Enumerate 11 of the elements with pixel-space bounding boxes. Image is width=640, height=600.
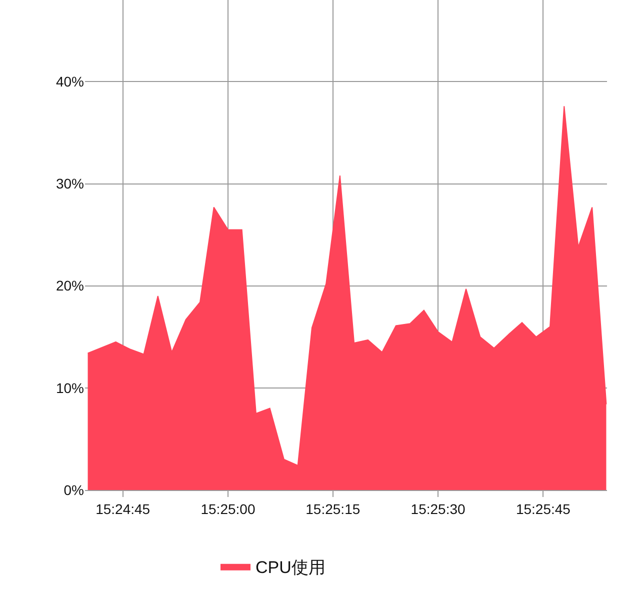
y-tick-label: 10%: [56, 380, 84, 396]
x-tick-label: 15:25:00: [200, 500, 256, 517]
x-tick-label: 15:24:45: [96, 500, 150, 517]
y-tick-label: 40%: [56, 74, 84, 90]
legend-label: CPU使用: [256, 558, 326, 577]
x-tick-label: 15:25:30: [410, 500, 466, 517]
y-tick-label: 30%: [56, 176, 84, 192]
y-tick-label: 20%: [56, 278, 84, 294]
y-tick-label: 0%: [64, 482, 84, 498]
x-tick-label: 15:25:45: [516, 500, 571, 517]
x-tick-label: 15:25:15: [306, 500, 360, 517]
